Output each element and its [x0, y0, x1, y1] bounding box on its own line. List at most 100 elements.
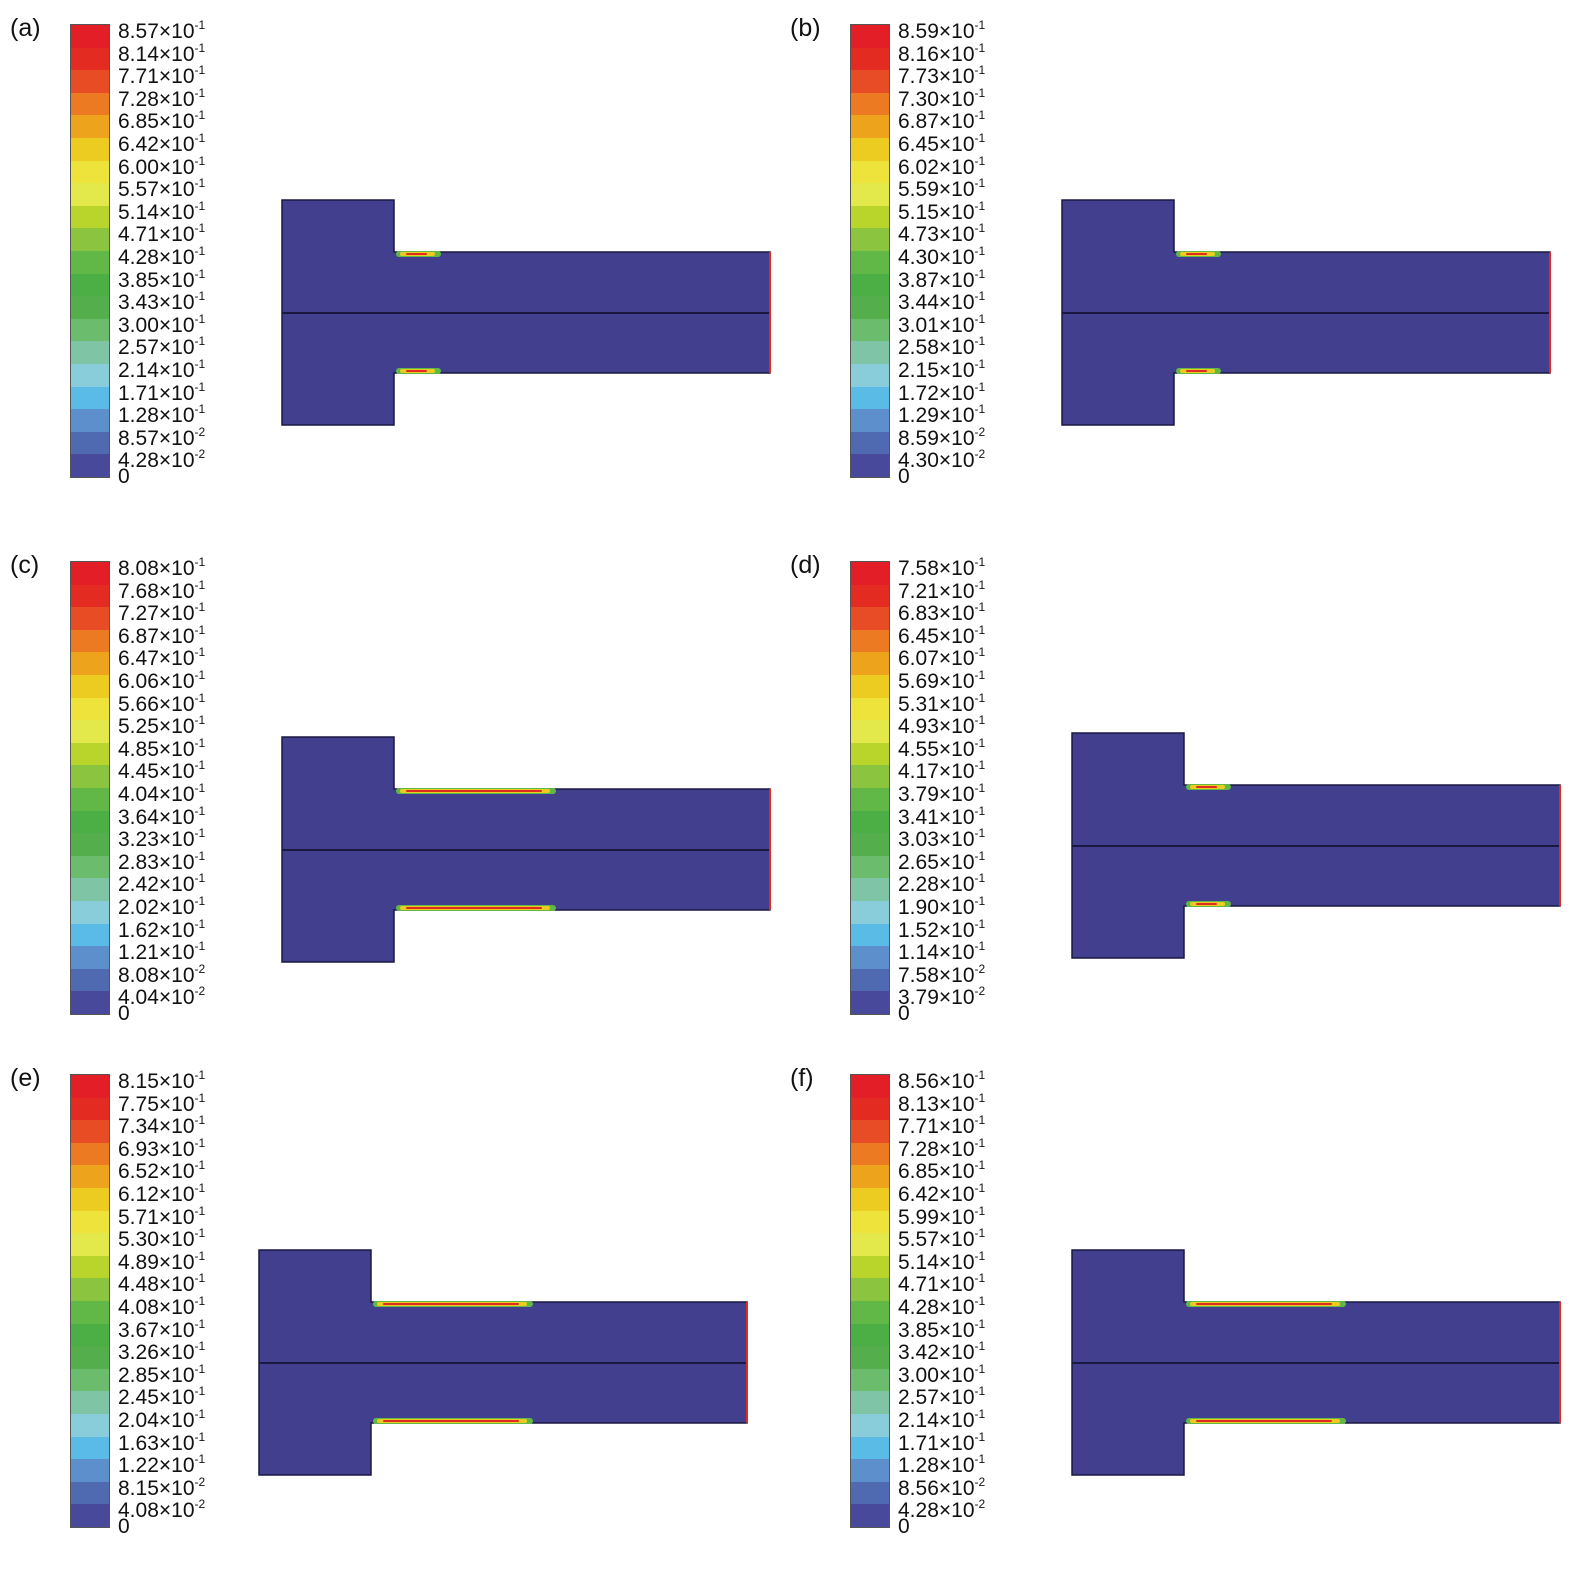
- scale-tick-label: 5.57×10-1: [118, 176, 206, 202]
- scale-tick-label: 6.02×10-1: [898, 153, 986, 179]
- scale-tick-label: 6.47×10-1: [118, 645, 206, 671]
- scale-tick-label: 2.45×10-1: [118, 1384, 206, 1410]
- scale-swatch: [71, 855, 109, 879]
- scale-swatch: [851, 205, 889, 229]
- scale-tick-label: 8.15×10-1: [118, 1068, 206, 1093]
- scale-tick-labels: 7.58×10-1 7.21×10-1 6.83×10-1 6.45×10-1 6.07…: [898, 551, 985, 1025]
- scale-tick-label: 4.71×10-1: [118, 221, 206, 247]
- scale-tick-label: 7.27×10-1: [118, 600, 206, 626]
- scale-tick-label: 8.57×10-2: [118, 424, 206, 450]
- scale-tick-label: 1.63×10-1: [118, 1429, 206, 1455]
- scale-tick-label: 8.16×10-1: [898, 40, 986, 66]
- scale-tick-label: 4.30×10-1: [898, 243, 986, 269]
- scale-tick-label: 6.45×10-1: [898, 130, 986, 156]
- scale-tick-label: 6.85×10-1: [898, 1158, 986, 1184]
- scale-tick-label: 8.08×10-1: [118, 555, 206, 580]
- contour-geometry: [258, 1249, 748, 1476]
- scale-swatch: [851, 1323, 889, 1347]
- scale-swatch: [71, 1210, 109, 1234]
- scale-tick-label: 8.13×10-1: [898, 1090, 986, 1116]
- contour-band-bottom-peak: [406, 370, 427, 372]
- scale-swatch: [851, 923, 889, 947]
- scale-swatch: [851, 1481, 889, 1505]
- scale-tick-label: 7.58×10-2: [898, 961, 986, 987]
- scale-tick-label: 7.30×10-1: [898, 85, 986, 111]
- scale-swatch: [71, 923, 109, 947]
- color-scale-bar: [850, 1074, 890, 1528]
- panel-label: (f): [790, 1064, 814, 1092]
- scale-swatch: [71, 228, 109, 251]
- scale-tick-label: 0: [898, 1514, 910, 1538]
- panel-label: (e): [10, 1064, 41, 1092]
- scale-tick-label: 5.57×10-1: [898, 1226, 986, 1252]
- panel-a: (a) 8.57×10-1 8.14×10-1 7.71×10-1 7.28×10-1 6…: [0, 0, 790, 530]
- scale-tick-label: 6.06×10-1: [118, 667, 206, 693]
- scale-tick-label: 4.73×10-1: [898, 221, 986, 247]
- scale-swatch: [851, 968, 889, 992]
- scale-swatch: [851, 318, 889, 342]
- scale-tick-label: 6.83×10-1: [898, 600, 986, 626]
- scale-swatch: [851, 183, 889, 206]
- scale-swatch: [71, 1097, 109, 1121]
- scale-swatch: [851, 991, 889, 1014]
- scale-swatch: [71, 765, 109, 788]
- scale-tick-labels: 8.08×10-1 7.68×10-1 7.27×10-1 6.87×10-1 6.47…: [118, 551, 205, 1025]
- scale-tick-label: 1.28×10-1: [118, 402, 206, 428]
- scale-swatch: [71, 1142, 109, 1166]
- scale-swatch: [71, 900, 109, 924]
- scale-swatch: [71, 115, 109, 138]
- scale-swatch: [71, 205, 109, 229]
- scale-tick-label: 6.07×10-1: [898, 645, 986, 671]
- scale-swatch: [851, 250, 889, 274]
- scale-tick-label: 5.31×10-1: [898, 690, 986, 716]
- scale-swatch: [71, 273, 109, 297]
- scale-swatch: [71, 431, 109, 455]
- scale-tick-label: 2.28×10-1: [898, 871, 986, 897]
- scale-swatch: [851, 70, 889, 93]
- scale-swatch: [851, 720, 889, 743]
- scale-swatch: [851, 363, 889, 387]
- contour-geometry: [281, 736, 771, 963]
- scale-tick-label: 2.58×10-1: [898, 334, 986, 360]
- scale-swatch: [71, 454, 109, 477]
- scale-swatch: [851, 833, 889, 856]
- scale-tick-label: 1.52×10-1: [898, 916, 986, 942]
- scale-swatch: [851, 1278, 889, 1301]
- scale-swatch: [71, 25, 109, 48]
- scale-tick-label: 3.43×10-1: [118, 289, 206, 315]
- scale-tick-label: 4.93×10-1: [898, 713, 986, 739]
- scale-swatch: [71, 47, 109, 71]
- scale-tick-label: 2.04×10-1: [118, 1406, 206, 1432]
- scale-swatch: [851, 341, 889, 364]
- scale-tick-label: 2.42×10-1: [118, 871, 206, 897]
- scale-swatch: [71, 742, 109, 766]
- scale-swatch: [851, 1142, 889, 1166]
- scale-swatch: [851, 454, 889, 477]
- contour-band-bottom-peak: [1186, 370, 1207, 372]
- color-scale-bar: [850, 24, 890, 478]
- scale-tick-label: 7.34×10-1: [118, 1113, 206, 1139]
- scale-swatch: [71, 1368, 109, 1392]
- scale-swatch: [851, 584, 889, 608]
- scale-swatch: [851, 25, 889, 48]
- scale-tick-label: 4.28×10-1: [118, 243, 206, 269]
- scale-swatch: [851, 1413, 889, 1437]
- scale-tick-label: 4.08×10-1: [118, 1293, 206, 1319]
- scale-tick-label: 3.64×10-1: [118, 803, 206, 829]
- scale-tick-label: 3.87×10-1: [898, 266, 986, 292]
- scale-tick-labels: 8.15×10-1 7.75×10-1 7.34×10-1 6.93×10-1 6.52…: [118, 1064, 205, 1538]
- scale-swatch: [71, 1187, 109, 1211]
- scale-tick-label: 7.58×10-1: [898, 555, 986, 580]
- contour-band-top-peak: [1196, 786, 1217, 788]
- contour-band-top-peak: [406, 790, 542, 792]
- scale-tick-label: 1.62×10-1: [118, 916, 206, 942]
- scale-swatch: [71, 1255, 109, 1279]
- scale-tick-label: 5.99×10-1: [898, 1203, 986, 1229]
- scale-swatch: [851, 674, 889, 698]
- scale-swatch: [71, 1413, 109, 1437]
- scale-tick-label: 8.56×10-2: [898, 1474, 986, 1500]
- scale-tick-label: 4.28×10-1: [898, 1293, 986, 1319]
- scale-tick-label: 2.65×10-1: [898, 848, 986, 874]
- contour-geometry: [1061, 199, 1551, 426]
- scale-swatch: [851, 787, 889, 811]
